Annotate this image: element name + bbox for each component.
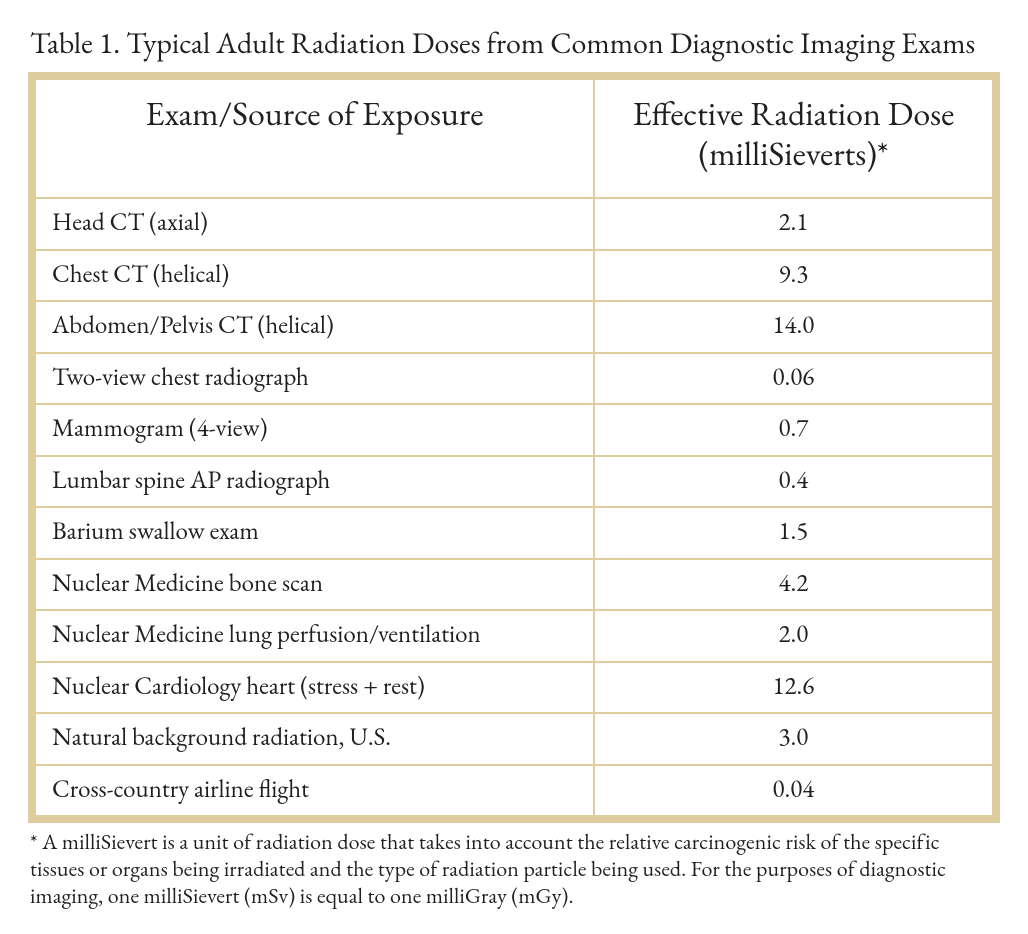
cell-dose: 0.4 bbox=[594, 456, 993, 508]
table-row: Chest CT (helical)9.3 bbox=[35, 250, 993, 302]
cell-dose: 0.06 bbox=[594, 353, 993, 405]
table-row: Head CT (axial)2.1 bbox=[35, 198, 993, 250]
cell-dose: 4.2 bbox=[594, 559, 993, 611]
footnote: * A milliSievert is a unit of radiation … bbox=[30, 829, 998, 909]
table-row: Natural background radiation, U.S.3.0 bbox=[35, 713, 993, 765]
table-row: Two-view chest radiograph0.06 bbox=[35, 353, 993, 405]
table-row: Mammogram (4-view)0.7 bbox=[35, 404, 993, 456]
cell-exam: Nuclear Cardiology heart (stress + rest) bbox=[35, 662, 594, 714]
table-body: Head CT (axial)2.1Chest CT (helical)9.3A… bbox=[35, 198, 993, 816]
cell-exam: Head CT (axial) bbox=[35, 198, 594, 250]
cell-dose: 1.5 bbox=[594, 507, 993, 559]
cell-exam: Lumbar spine AP radiograph bbox=[35, 456, 594, 508]
col-header-dose: Effective Radiation Dose (milliSieverts)… bbox=[594, 79, 993, 199]
cell-exam: Chest CT (helical) bbox=[35, 250, 594, 302]
col-header-exam: Exam/Source of Exposure bbox=[35, 79, 594, 199]
table-row: Cross-country airline flight0.04 bbox=[35, 765, 993, 817]
cell-exam: Barium swallow exam bbox=[35, 507, 594, 559]
cell-dose: 12.6 bbox=[594, 662, 993, 714]
cell-exam: Abdomen/Pelvis CT (helical) bbox=[35, 301, 594, 353]
table-row: Lumbar spine AP radiograph0.4 bbox=[35, 456, 993, 508]
table-row: Nuclear Medicine lung perfusion/ventilat… bbox=[35, 610, 993, 662]
cell-exam: Mammogram (4-view) bbox=[35, 404, 594, 456]
radiation-dose-table-wrap: Exam/Source of Exposure Effective Radiat… bbox=[28, 72, 1000, 824]
cell-dose: 2.0 bbox=[594, 610, 993, 662]
cell-exam: Natural background radiation, U.S. bbox=[35, 713, 594, 765]
cell-exam: Nuclear Medicine bone scan bbox=[35, 559, 594, 611]
cell-dose: 9.3 bbox=[594, 250, 993, 302]
table-header-row: Exam/Source of Exposure Effective Radiat… bbox=[35, 79, 993, 199]
cell-dose: 0.04 bbox=[594, 765, 993, 817]
table-row: Abdomen/Pelvis CT (helical)14.0 bbox=[35, 301, 993, 353]
radiation-dose-table: Exam/Source of Exposure Effective Radiat… bbox=[34, 78, 994, 818]
table-row: Barium swallow exam1.5 bbox=[35, 507, 993, 559]
cell-dose: 0.7 bbox=[594, 404, 993, 456]
cell-dose: 3.0 bbox=[594, 713, 993, 765]
table-caption: Table 1. Typical Adult Radiation Doses f… bbox=[30, 24, 1000, 62]
table-row: Nuclear Cardiology heart (stress + rest)… bbox=[35, 662, 993, 714]
cell-exam: Nuclear Medicine lung perfusion/ventilat… bbox=[35, 610, 594, 662]
table-row: Nuclear Medicine bone scan4.2 bbox=[35, 559, 993, 611]
cell-dose: 2.1 bbox=[594, 198, 993, 250]
cell-dose: 14.0 bbox=[594, 301, 993, 353]
cell-exam: Cross-country airline flight bbox=[35, 765, 594, 817]
cell-exam: Two-view chest radiograph bbox=[35, 353, 594, 405]
